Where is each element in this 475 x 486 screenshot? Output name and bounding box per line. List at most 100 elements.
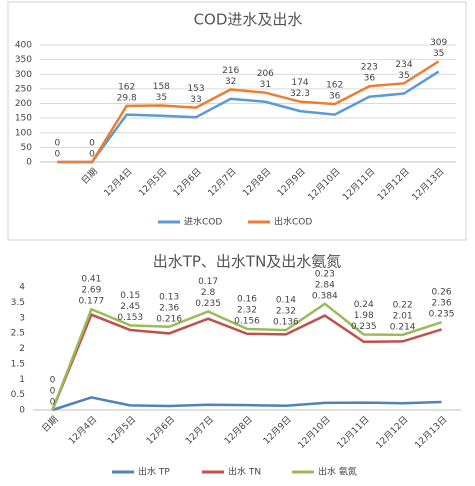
x-tick-label: 12月4日 <box>67 414 100 447</box>
x-tick-label: 12月8日 <box>241 166 274 199</box>
legend-label: 出水 TP <box>138 466 170 478</box>
y-tick-label: 50 <box>21 143 33 153</box>
x-tick-label: 12月10日 <box>306 166 343 203</box>
data-label: 0.136 <box>273 318 299 328</box>
chart-title: COD进水及出水 <box>194 11 303 29</box>
y-tick-label: 3 <box>19 313 25 323</box>
data-label: 0.214 <box>390 322 416 332</box>
data-label: 2.36 <box>432 299 452 309</box>
y-tick-label: 150 <box>15 114 32 124</box>
data-label: 35 <box>156 93 167 103</box>
data-label: 0 <box>50 398 56 408</box>
data-label: 234 <box>395 60 412 70</box>
legend-label: 出水COD <box>274 216 312 228</box>
data-label: 158 <box>153 82 170 92</box>
series-line <box>57 70 440 164</box>
x-tick-label: 日期 <box>79 166 100 187</box>
legend-label: 出水 氨氮 <box>318 466 357 478</box>
x-tick-label: 12月4日 <box>102 166 135 199</box>
data-label: 2.01 <box>393 311 413 321</box>
data-label: 0.177 <box>78 297 104 307</box>
data-label: 35 <box>398 71 409 81</box>
data-label: 223 <box>361 63 378 73</box>
data-label: 0.23 <box>315 269 335 279</box>
data-label: 0.13 <box>159 292 179 302</box>
data-label: 0.235 <box>429 310 455 320</box>
data-label: 174 <box>291 78 308 88</box>
data-label: 2.32 <box>276 307 296 317</box>
data-label: 206 <box>257 69 274 79</box>
x-tick-label: 日期 <box>40 414 61 435</box>
series-line <box>51 313 442 411</box>
y-tick-label: 0.5 <box>11 390 25 400</box>
data-label: 32.3 <box>290 89 310 99</box>
x-tick-label: 12月12日 <box>375 166 412 203</box>
data-label: 36 <box>329 92 341 102</box>
data-label: 32 <box>225 77 236 87</box>
y-tick-label: 200 <box>15 99 32 109</box>
data-label: 2.45 <box>120 302 140 312</box>
data-label: 0 <box>54 139 60 149</box>
data-label: 2.32 <box>237 305 257 315</box>
x-tick-label: 12月8日 <box>222 414 255 447</box>
data-label: 2.8 <box>201 288 216 298</box>
y-tick-label: 250 <box>15 84 32 94</box>
data-label: 31 <box>260 80 271 90</box>
data-label: 162 <box>326 81 343 91</box>
data-label: 0 <box>54 150 60 160</box>
x-tick-label: 12月10日 <box>296 414 333 451</box>
data-label: 0.41 <box>81 275 101 285</box>
x-tick-label: 12月7日 <box>183 414 216 447</box>
x-tick-label: 12月12日 <box>374 414 411 451</box>
y-tick-label: 350 <box>15 55 32 65</box>
data-label: 0.24 <box>354 300 374 310</box>
data-label: 2.69 <box>81 286 101 296</box>
data-label: 0.16 <box>237 294 257 304</box>
x-tick-label: 12月13日 <box>410 166 447 203</box>
data-label: 0.22 <box>393 300 413 310</box>
y-tick-label: 0 <box>19 406 25 416</box>
y-tick-label: 2 <box>19 344 25 354</box>
y-tick-label: 400 <box>15 41 32 51</box>
data-label: 0 <box>89 150 95 160</box>
chart-title: 出水TP、出水TN及出水氨氮 <box>153 253 342 271</box>
x-tick-label: 12月13日 <box>413 414 450 451</box>
legend-label: 出水 TN <box>228 466 261 478</box>
series-line <box>57 60 440 164</box>
data-label: 0.235 <box>195 299 221 309</box>
x-tick-label: 12月6日 <box>171 166 204 199</box>
data-label: 0.235 <box>351 322 377 332</box>
data-label: 0.153 <box>117 313 143 323</box>
data-label: 153 <box>187 84 204 94</box>
x-tick-label: 12月9日 <box>261 414 294 447</box>
chart-frame <box>7 1 467 241</box>
x-tick-label: 12月5日 <box>137 166 170 199</box>
x-tick-label: 12月5日 <box>106 414 139 447</box>
data-label: 0 <box>89 139 95 149</box>
x-tick-label: 12月9日 <box>275 166 308 199</box>
data-label: 2.36 <box>159 303 179 313</box>
legend-label: 进水COD <box>184 216 222 228</box>
x-tick-label: 12月7日 <box>206 166 239 199</box>
y-tick-label: 0 <box>26 158 32 168</box>
data-label: 0.216 <box>156 314 182 324</box>
data-label: 162 <box>118 82 135 92</box>
data-label: 35 <box>433 49 444 59</box>
data-label: 0.17 <box>198 277 218 287</box>
y-tick-label: 1.5 <box>11 359 25 369</box>
data-label: 0.384 <box>312 291 338 301</box>
data-label: 0 <box>50 376 56 386</box>
data-label: 216 <box>222 66 239 76</box>
series-line <box>51 302 442 411</box>
data-label: 36 <box>364 74 376 84</box>
series-line <box>52 396 442 412</box>
data-label: 0.15 <box>120 291 140 301</box>
y-tick-label: 2.5 <box>11 329 25 339</box>
y-tick-label: 1 <box>19 375 25 385</box>
data-label: 0.156 <box>234 316 260 326</box>
x-tick-label: 12月6日 <box>144 414 177 447</box>
data-label: 309 <box>430 38 447 48</box>
y-tick-label: 100 <box>15 128 32 138</box>
data-label: 0.14 <box>276 296 296 306</box>
